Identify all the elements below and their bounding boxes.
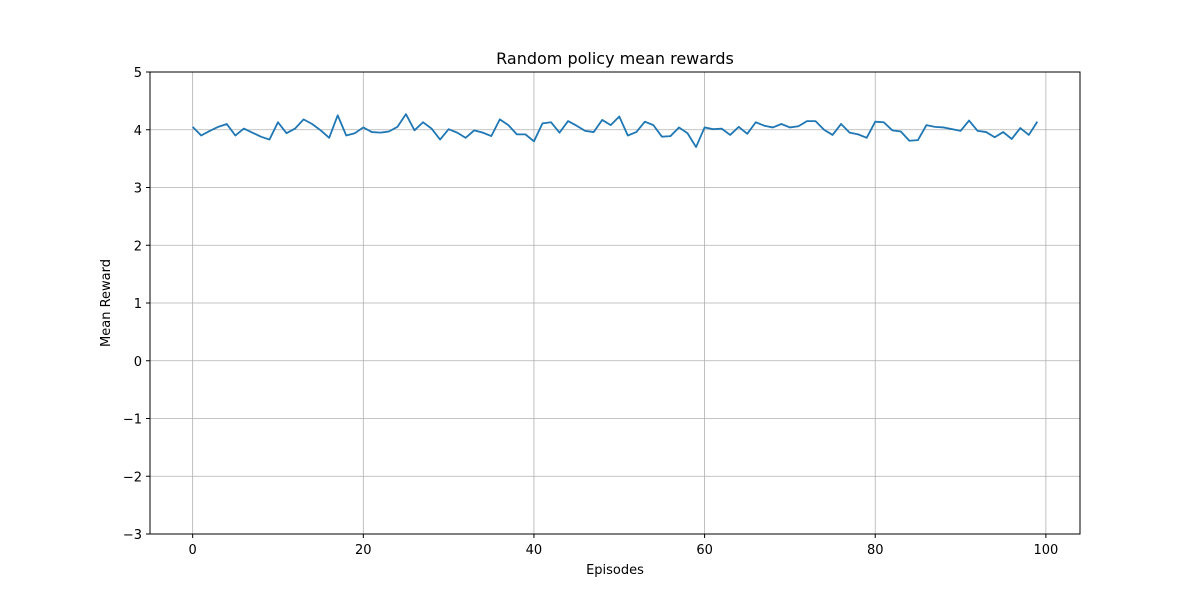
y-tick-label: 2 — [134, 239, 142, 254]
y-tick-label: −2 — [123, 470, 142, 485]
x-tick-label: 100 — [1033, 543, 1058, 558]
x-axis-label: Episodes — [586, 563, 644, 578]
y-axis-ticks: −3 −2 −1 0 1 2 3 4 5 — [123, 66, 150, 543]
y-tick-label: 4 — [134, 124, 142, 139]
x-tick-label: 80 — [867, 543, 884, 558]
x-tick-label: 60 — [696, 543, 713, 558]
x-tick-label: 0 — [189, 543, 197, 558]
x-tick-label: 20 — [355, 543, 372, 558]
grid-lines — [150, 71, 1080, 535]
x-axis-ticks: 0 20 40 60 80 100 — [189, 534, 1058, 558]
y-tick-label: 5 — [134, 66, 142, 81]
y-tick-label: −3 — [123, 528, 142, 543]
y-tick-label: 0 — [134, 355, 142, 370]
y-tick-label: 1 — [134, 297, 142, 312]
y-tick-label: −1 — [123, 413, 142, 428]
series-line — [192, 113, 1039, 148]
x-tick-label: 40 — [526, 543, 543, 558]
series-layer — [192, 113, 1039, 148]
y-tick-label: 3 — [134, 182, 142, 197]
chart-title: Random policy mean rewards — [496, 49, 734, 68]
y-axis-label: Mean Reward — [99, 259, 114, 347]
